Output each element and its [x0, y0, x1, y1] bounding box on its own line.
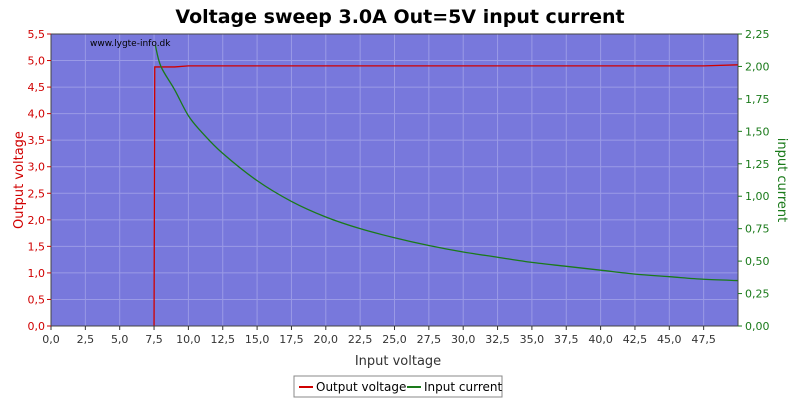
- grid-lines: [50, 33, 738, 327]
- x-tick-label: 25,0: [382, 333, 407, 346]
- right-tick-label: 1,75: [745, 93, 770, 106]
- x-tick-label: 2,5: [77, 333, 95, 346]
- x-tick-label: 37,5: [554, 333, 579, 346]
- legend-label-input-current: Input current: [424, 380, 502, 394]
- x-tick-label: 30,0: [451, 333, 476, 346]
- right-tick-label: 0,25: [745, 288, 770, 301]
- x-axis-ticks: 0,0 2,5 5,0 7,5 10,0 12,5 15,0 17,5 20,0 22,5 25,0…: [42, 326, 716, 346]
- legend-label-output-voltage: Output voltage: [316, 380, 406, 394]
- right-tick-label: 1,25: [745, 158, 770, 171]
- x-tick-label: 5,0: [111, 333, 129, 346]
- right-tick-label: 1,00: [745, 190, 770, 203]
- watermark: www.lygte-info.dk: [90, 39, 171, 49]
- x-tick-label: 0,0: [42, 333, 60, 346]
- x-tick-label: 10,0: [176, 333, 201, 346]
- right-axis-ticks: 0,00 0,25 0,50 0,75 1,00 1,25 1,50 1,75 2,00 2,25: [738, 28, 770, 333]
- left-tick-label: 0,0: [28, 320, 46, 333]
- x-tick-label: 12,5: [211, 333, 236, 346]
- right-tick-label: 0,50: [745, 255, 770, 268]
- left-tick-label: 2,5: [28, 187, 46, 200]
- left-tick-label: 1,0: [28, 267, 46, 280]
- right-tick-label: 1,50: [745, 125, 770, 138]
- left-tick-label: 1,5: [28, 240, 46, 253]
- right-tick-label: 0,75: [745, 223, 770, 236]
- x-tick-label: 47,5: [691, 333, 716, 346]
- x-tick-label: 17,5: [279, 333, 304, 346]
- x-tick-label: 27,5: [417, 333, 442, 346]
- left-tick-label: 3,0: [28, 161, 46, 174]
- x-tick-label: 15,0: [245, 333, 270, 346]
- x-tick-label: 35,0: [520, 333, 545, 346]
- chart-title: Voltage sweep 3.0A Out=5V input current: [175, 6, 624, 28]
- legend-box: [293, 375, 503, 398]
- series-line-input-current: [154, 45, 739, 282]
- x-tick-label: 7,5: [145, 333, 163, 346]
- left-tick-label: 5,5: [28, 28, 46, 41]
- x-axis-label: Input voltage: [355, 354, 441, 369]
- left-axis-ticks: 0,0 0,5 1,0 1,5 2,0 2,5 3,0 3,5 4,0 4,5 5,0 5,5: [28, 28, 51, 333]
- series-layer: [153, 45, 739, 327]
- right-tick-label: 0,00: [745, 320, 770, 333]
- right-axis-label: input current: [774, 138, 789, 222]
- left-tick-label: 2,0: [28, 214, 46, 227]
- x-tick-label: 20,0: [314, 333, 339, 346]
- x-tick-label: 45,0: [657, 333, 682, 346]
- x-tick-label: 22,5: [348, 333, 373, 346]
- left-tick-label: 5,0: [28, 55, 46, 68]
- left-tick-label: 4,5: [28, 81, 46, 94]
- x-tick-label: 40,0: [588, 333, 613, 346]
- x-tick-label: 42,5: [623, 333, 648, 346]
- x-tick-label: 32,5: [485, 333, 510, 346]
- right-tick-label: 2,25: [745, 28, 770, 41]
- right-tick-label: 2,00: [745, 60, 770, 73]
- legend: Output voltage Input current: [293, 375, 503, 398]
- left-tick-label: 4,0: [28, 108, 46, 121]
- left-tick-label: 0,5: [28, 293, 46, 306]
- left-tick-label: 3,5: [28, 134, 46, 147]
- left-axis-label: Output voltage: [12, 131, 27, 229]
